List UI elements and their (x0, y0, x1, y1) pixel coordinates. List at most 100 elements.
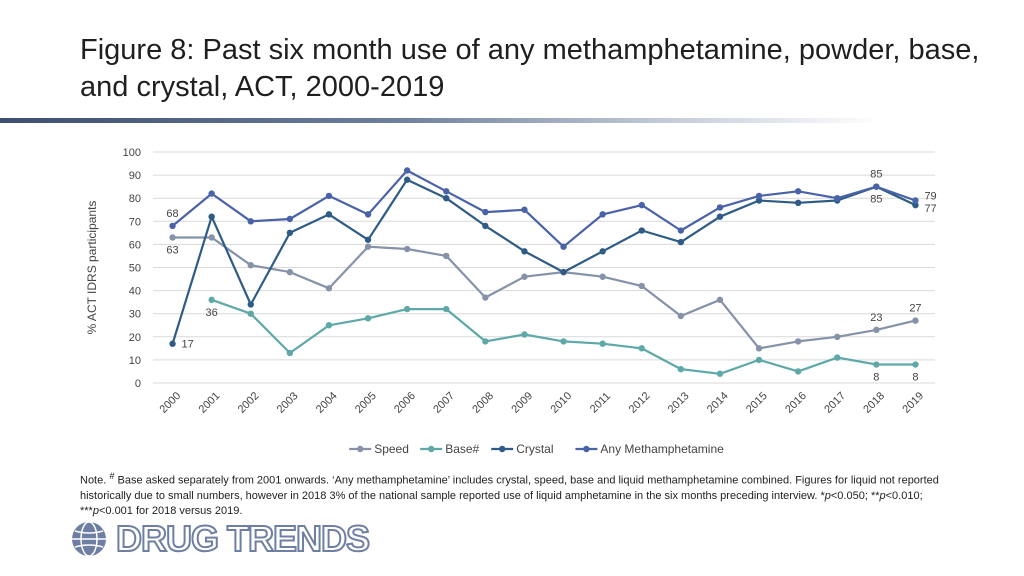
data-point-base (755, 356, 763, 364)
x-tick-label: 2013 (666, 390, 692, 416)
legend-label-base: Base# (445, 442, 479, 456)
data-point-crystal (912, 201, 919, 209)
note-p3: p (92, 504, 99, 517)
data-point-any-methamphetamine (443, 188, 450, 195)
data-point-speed (794, 338, 802, 345)
x-tick-label: 2002 (236, 390, 262, 416)
data-point-crystal (403, 176, 411, 183)
data-label: 8 (912, 372, 918, 384)
data-point-base (443, 305, 450, 313)
note-p2-value: <0.010; *** (80, 489, 923, 517)
data-point-speed (325, 285, 333, 292)
data-label: 23 (870, 312, 882, 324)
x-tick-label: 2011 (588, 390, 613, 415)
note-prefix: Note. (80, 474, 110, 487)
data-point-base (208, 296, 215, 304)
y-tick-label: 80 (129, 193, 141, 205)
data-point-speed (873, 326, 880, 334)
data-point-base (247, 310, 254, 317)
data-point-crystal (325, 211, 333, 218)
data-point-any-methamphetamine (912, 197, 919, 204)
note-p3-value: <0.001 for 2018 versus 2019. (98, 504, 243, 517)
data-point-any-methamphetamine (873, 183, 880, 190)
data-point-base (286, 349, 294, 357)
data-point-speed (521, 273, 528, 280)
data-point-any-methamphetamine (834, 195, 841, 202)
data-label: 17 (182, 339, 194, 351)
series-line-crystal (171, 178, 916, 345)
y-tick-label: 50 (129, 263, 141, 275)
title-divider (0, 118, 880, 123)
logo-text: DRUG TRENDS (115, 517, 371, 560)
x-tick-label: 2017 (822, 390, 848, 416)
data-point-any-methamphetamine (638, 201, 645, 209)
data-point-crystal (638, 227, 645, 234)
x-tick-label: 2008 (470, 390, 496, 416)
x-tick-label: 2005 (353, 390, 379, 416)
x-tick-label: 2009 (509, 390, 535, 416)
data-point-any-methamphetamine (169, 222, 176, 230)
data-point-base (873, 361, 880, 368)
data-point-any-methamphetamine (325, 192, 333, 200)
data-point-any-methamphetamine (560, 243, 567, 250)
data-point-crystal (716, 213, 724, 220)
data-point-any-methamphetamine (599, 211, 606, 218)
chart-note: Note. # Base asked separately from 2001 … (80, 469, 960, 519)
slide-title: Figure 8: Past six month use of any meth… (80, 34, 980, 103)
data-point-speed (677, 312, 685, 320)
data-label: 8 (873, 372, 879, 384)
data-point-base (638, 345, 645, 352)
data-point-crystal (599, 248, 606, 255)
data-point-speed (208, 234, 215, 241)
legend-label-speed: Speed (374, 442, 409, 456)
x-tick-label: 2012 (627, 390, 653, 416)
y-tick-label: 20 (129, 332, 141, 344)
data-label: 36 (206, 307, 218, 319)
data-point-base (716, 370, 724, 377)
series-line-speed (172, 236, 916, 350)
data-point-any-methamphetamine (247, 218, 254, 225)
data-point-crystal (482, 222, 489, 230)
legend-marker-any-methamphetamine (583, 445, 590, 453)
data-point-any-methamphetamine (716, 204, 724, 211)
x-tick-label: 2019 (900, 390, 926, 416)
data-point-any-methamphetamine (677, 227, 685, 234)
x-tick-label: 2003 (275, 390, 301, 416)
data-label: 63 (166, 244, 178, 256)
data-point-base (521, 331, 528, 338)
data-label: 79 (924, 191, 936, 203)
line-chart: 0 10 20 30 40 50 60 70 80 90 100 % ACT IDRS partici… (85, 147, 937, 456)
x-tick-label: 2015 (744, 390, 770, 416)
data-point-base (403, 305, 411, 313)
y-tick-label: 10 (129, 355, 141, 367)
data-point-crystal (560, 268, 567, 276)
legend-marker-crystal (499, 445, 506, 453)
x-tick-label: 2006 (392, 390, 418, 416)
data-label: 68 (166, 208, 178, 220)
data-point-any-methamphetamine (482, 208, 489, 216)
legend-marker-base (428, 445, 435, 453)
data-point-base (325, 322, 333, 329)
note-hash: # (109, 471, 115, 481)
data-point-any-methamphetamine (794, 188, 802, 195)
note-p1-value: <0.050; ** (830, 489, 880, 502)
data-point-any-methamphetamine (403, 167, 411, 174)
data-point-base (560, 338, 567, 345)
data-point-speed (716, 296, 724, 304)
data-point-crystal (677, 238, 685, 246)
data-point-crystal (755, 197, 763, 204)
note-p2: p (879, 489, 886, 502)
x-tick-label: 2010 (549, 390, 575, 416)
x-tick-label: 2004 (314, 390, 340, 416)
series-line-any-methamphetamine (171, 169, 916, 248)
globe-icon (72, 521, 106, 557)
drug-trends-logo: DRUG TRENDS (70, 517, 371, 560)
data-point-base (364, 315, 372, 322)
x-tick-label: 2014 (705, 390, 731, 416)
data-point-crystal (169, 340, 176, 347)
y-tick-label: 70 (129, 216, 141, 228)
data-label: 85 (870, 194, 882, 206)
data-point-base (834, 354, 841, 361)
y-axis-title: % ACT IDRS participants (85, 201, 99, 335)
data-point-crystal (208, 213, 215, 220)
